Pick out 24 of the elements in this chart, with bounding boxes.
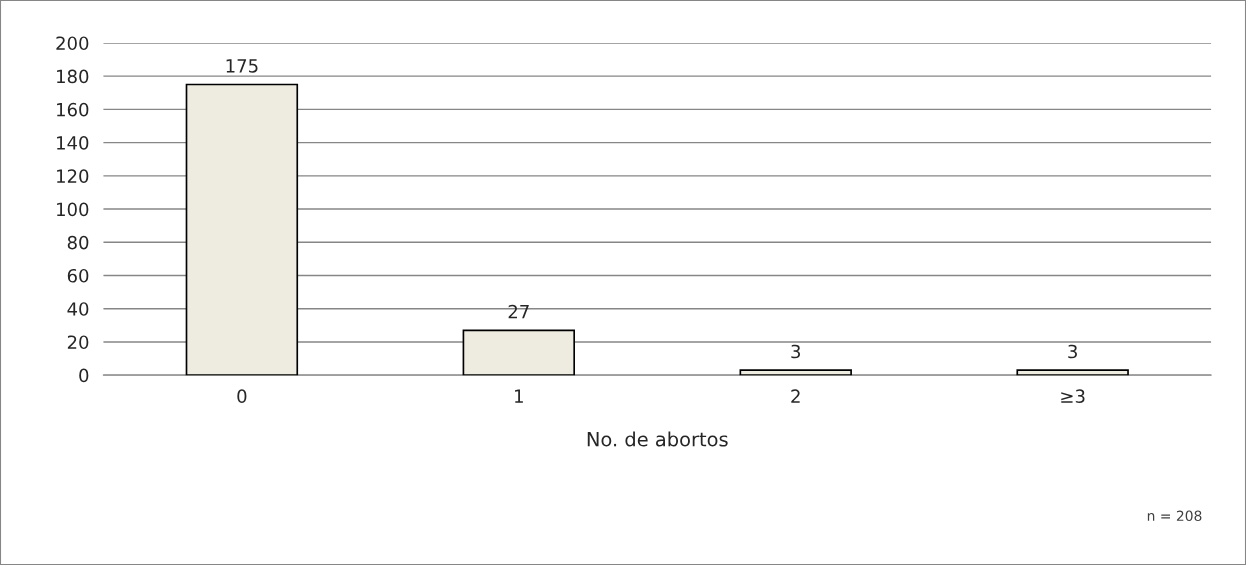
bar	[462, 329, 576, 376]
data-label: 3	[1068, 344, 1077, 359]
x-tick-label: 2	[791, 389, 800, 403]
y-tick-label: 20	[67, 335, 89, 350]
y-tick-label: 0	[79, 368, 89, 383]
x-tick-label: 1	[515, 389, 523, 403]
bar	[1016, 369, 1129, 376]
y-tick-label: 100	[57, 202, 89, 217]
y-tick-label: 140	[57, 136, 89, 150]
y-tick-label: 60	[67, 268, 89, 283]
y-tick-label: 40	[67, 302, 89, 316]
bar	[185, 83, 299, 376]
x-axis-title: No. de abortos	[587, 431, 728, 447]
x-tick-label: ≥3	[1061, 389, 1085, 404]
data-label: 175	[226, 59, 258, 73]
y-tick-label: 160	[57, 102, 89, 117]
y-tick-label: 120	[57, 169, 89, 183]
text: n = 208	[1147, 510, 1202, 521]
data-label: 3	[791, 344, 801, 359]
y-tick-label: 200	[56, 36, 89, 51]
bar	[739, 369, 852, 376]
x-tick-label: 0	[237, 389, 247, 404]
y-tick-label: 180	[57, 69, 89, 84]
y-tick-label: 80	[67, 235, 89, 250]
